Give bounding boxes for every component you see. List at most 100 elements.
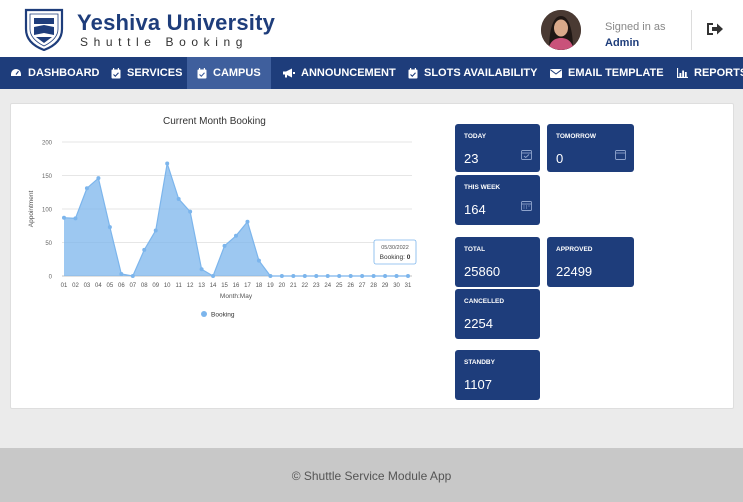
card-standby[interactable]: STANDBY 1107	[455, 350, 540, 400]
data-point	[337, 274, 342, 278]
calendar-week-icon	[521, 201, 532, 211]
x-tick-label: 19	[267, 283, 274, 289]
x-tick-label: 17	[244, 283, 251, 289]
data-point	[245, 219, 250, 224]
data-point	[256, 258, 261, 263]
x-tick-label: 02	[72, 283, 79, 289]
x-tick-label: 28	[370, 283, 377, 289]
card-label: APPROVED	[556, 246, 593, 253]
x-tick-label: 15	[221, 283, 228, 289]
nav-item-label: DASHBOARD	[28, 67, 100, 79]
y-tick-label: 50	[45, 241, 52, 247]
data-point	[268, 274, 273, 278]
main-nav: DASHBOARD SERVICES CAMPUS ANNOUNCEMENT S…	[0, 57, 743, 89]
data-point	[394, 274, 399, 278]
nav-item-label: CAMPUS	[213, 67, 261, 79]
signed-in-label: Signed in as	[605, 21, 666, 33]
card-value: 2254	[464, 316, 493, 331]
x-tick-label: 07	[129, 283, 136, 289]
card-total[interactable]: TOTAL 25860	[455, 237, 540, 287]
card-label: STANDBY	[464, 359, 495, 366]
nav-item-label: SLOTS AVAILABILITY	[424, 67, 538, 79]
data-point	[371, 274, 376, 278]
nav-item-campus[interactable]: CAMPUS	[187, 57, 271, 89]
card-value: 25860	[464, 264, 501, 279]
nav-item-reports[interactable]: REPORTS	[667, 57, 743, 89]
app-header: Yeshiva University Shuttle Booking Signe…	[0, 0, 743, 57]
user-avatar[interactable]	[541, 10, 581, 50]
data-point	[130, 274, 135, 278]
data-point	[199, 267, 204, 272]
brand-subtitle: Shuttle Booking	[80, 35, 249, 49]
x-tick-label: 11	[176, 283, 183, 289]
y-tick-label: 100	[42, 208, 53, 214]
x-tick-label: 14	[210, 283, 217, 289]
data-point	[302, 274, 307, 278]
x-tick-label: 20	[279, 283, 286, 289]
data-point	[234, 233, 238, 238]
data-point	[84, 186, 89, 191]
signed-in-username: Admin	[605, 37, 640, 49]
x-tick-label: 25	[336, 283, 343, 289]
logout-icon[interactable]	[706, 21, 724, 37]
card-value: 1107	[464, 377, 492, 392]
y-axis-label: Appointment	[28, 191, 35, 228]
x-tick-label: 04	[95, 283, 102, 289]
card-value: 22499	[556, 264, 593, 279]
nav-item-label: REPORTS	[694, 67, 743, 79]
tooltip-value: Booking: 0	[380, 254, 411, 261]
data-point	[348, 274, 353, 278]
megaphone-icon	[283, 68, 295, 78]
calendar-check-icon	[408, 67, 418, 78]
calendar-icon	[615, 150, 626, 160]
data-point	[165, 161, 170, 166]
data-point	[73, 216, 78, 221]
data-point	[153, 228, 158, 233]
card-label: CANCELLED	[464, 298, 505, 305]
chart-title: Current Month Booking	[163, 116, 266, 127]
bar-chart-icon	[677, 68, 688, 78]
data-point	[360, 274, 365, 278]
card-approved[interactable]: APPROVED 22499	[547, 237, 634, 287]
data-point	[325, 274, 330, 278]
card-label: TODAY	[464, 133, 487, 140]
x-tick-label: 24	[324, 283, 331, 289]
nav-item-email-template[interactable]: EMAIL TEMPLATE	[540, 57, 674, 89]
data-point	[279, 274, 284, 278]
data-point	[107, 225, 112, 230]
nav-item-announcement[interactable]: ANNOUNCEMENT	[272, 57, 406, 89]
nav-item-slots-availability[interactable]: SLOTS AVAILABILITY	[398, 57, 547, 89]
nav-item-dashboard[interactable]: DASHBOARD	[0, 57, 110, 89]
y-tick-label: 0	[49, 275, 53, 281]
x-tick-label: 01	[61, 283, 68, 289]
x-tick-label: 13	[198, 283, 205, 289]
card-value: 23	[464, 151, 479, 166]
x-tick-label: 05	[107, 283, 114, 289]
x-tick-label: 29	[382, 283, 389, 289]
card-tomorrow[interactable]: TOMORROW 0	[547, 124, 634, 172]
footer-copyright: © Shuttle Service Module App	[291, 469, 452, 483]
card-label: TOMORROW	[556, 133, 596, 140]
data-point	[62, 215, 66, 220]
card-today[interactable]: TODAY 23	[455, 124, 540, 172]
dashboard-icon	[11, 69, 21, 76]
x-tick-label: 03	[84, 283, 91, 289]
booking-area-chart[interactable]: 0 50 100 150 200 Appointment 01 02 03 04 05 06 07 08 0…	[12, 108, 422, 328]
data-point	[291, 274, 296, 278]
card-label: THIS WEEK	[464, 184, 501, 191]
avatar-portrait-icon	[541, 10, 581, 50]
x-tick-label: 30	[393, 283, 400, 289]
calendar-check-icon	[197, 67, 207, 78]
series-area	[64, 163, 408, 276]
card-this-week[interactable]: THIS WEEK 164	[455, 175, 540, 225]
x-tick-label: 27	[359, 283, 366, 289]
page-footer	[0, 448, 743, 502]
nav-item-services[interactable]: SERVICES	[101, 57, 192, 89]
tooltip-date: 05/30/2022	[381, 245, 409, 251]
card-cancelled[interactable]: CANCELLED 2254	[455, 289, 540, 339]
x-tick-label: 22	[301, 283, 308, 289]
university-seal-logo	[24, 8, 64, 51]
calendar-check-icon	[521, 150, 532, 160]
x-tick-label: 16	[233, 283, 240, 289]
data-point	[119, 271, 124, 276]
